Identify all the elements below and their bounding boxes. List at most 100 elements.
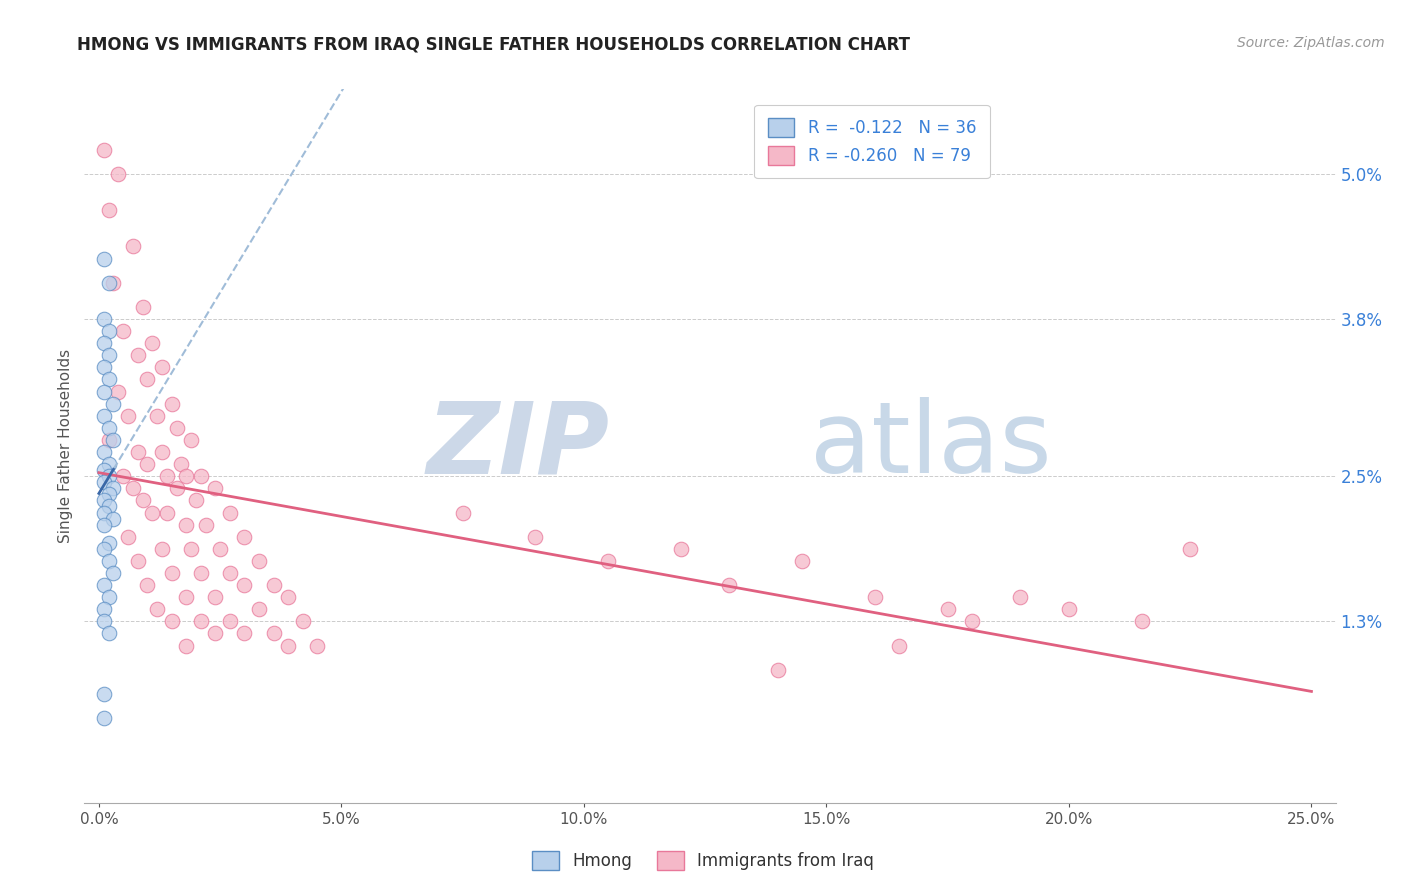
Point [170,457,193,471]
Point [93,517,115,532]
Text: Source: ZipAtlas.com: Source: ZipAtlas.com [1237,36,1385,50]
Point [150,541,173,556]
Point [146,602,169,616]
Point [190,469,212,483]
Point [93,384,115,399]
Point [112,324,135,338]
Point [166,481,188,495]
Point [103,481,125,495]
Point [93,541,115,556]
Point [190,566,212,580]
Point [97,421,120,435]
Legend: R =  -0.122   N = 36, R = -0.260   N = 79: R = -0.122 N = 36, R = -0.260 N = 79 [755,104,990,178]
Point [160,397,183,411]
Point [960,615,983,629]
Point [97,276,120,290]
Point [97,469,120,483]
Point [107,384,129,399]
Point [174,469,197,483]
Point [141,506,163,520]
Point [233,626,256,640]
Text: HMONG VS IMMIGRANTS FROM IRAQ SINGLE FATHER HOUSEHOLDS CORRELATION CHART: HMONG VS IMMIGRANTS FROM IRAQ SINGLE FAT… [77,36,910,54]
Point [1010,590,1032,604]
Point [766,663,789,677]
Point [127,445,149,459]
Point [291,615,314,629]
Point [93,475,115,490]
Point [103,276,125,290]
Point [136,457,159,471]
Point [107,167,129,181]
Point [598,554,620,568]
Point [103,433,125,447]
Text: atlas: atlas [810,398,1052,494]
Point [93,252,115,266]
Legend: Hmong, Immigrants from Iraq: Hmong, Immigrants from Iraq [526,844,880,877]
Point [1180,541,1202,556]
Point [93,445,115,459]
Point [277,639,299,653]
Point [97,535,120,549]
Point [97,500,120,514]
Point [112,469,135,483]
Point [204,481,226,495]
Point [247,602,270,616]
Point [889,639,911,653]
Point [174,639,197,653]
Point [174,517,197,532]
Point [93,336,115,351]
Point [93,312,115,326]
Point [131,300,153,314]
Point [194,517,217,532]
Point [136,578,159,592]
Point [156,506,179,520]
Point [93,409,115,423]
Point [93,493,115,508]
Point [97,203,120,218]
Point [233,530,256,544]
Point [936,602,959,616]
Point [718,578,741,592]
Point [863,590,886,604]
Point [247,554,270,568]
Point [184,493,207,508]
Point [307,639,329,653]
Point [97,372,120,386]
Point [127,554,149,568]
Point [93,578,115,592]
Point [218,566,240,580]
Point [218,506,240,520]
Y-axis label: Single Father Households: Single Father Households [58,349,73,543]
Point [180,541,202,556]
Point [277,590,299,604]
Point [93,143,115,157]
Point [97,324,120,338]
Point [97,590,120,604]
Point [190,615,212,629]
Point [131,493,153,508]
Point [166,421,188,435]
Point [93,711,115,725]
Point [263,578,285,592]
Point [93,463,115,477]
Point [1057,602,1080,616]
Point [180,433,202,447]
Point [233,578,256,592]
Point [97,348,120,362]
Point [93,602,115,616]
Point [93,687,115,701]
Point [524,530,547,544]
Point [451,506,474,520]
Point [117,530,139,544]
Point [103,397,125,411]
Point [97,487,120,501]
Point [1130,615,1153,629]
Point [141,336,163,351]
Point [263,626,285,640]
Point [97,433,120,447]
Point [121,239,143,253]
Point [97,626,120,640]
Point [218,615,240,629]
Point [117,409,139,423]
Point [669,541,692,556]
